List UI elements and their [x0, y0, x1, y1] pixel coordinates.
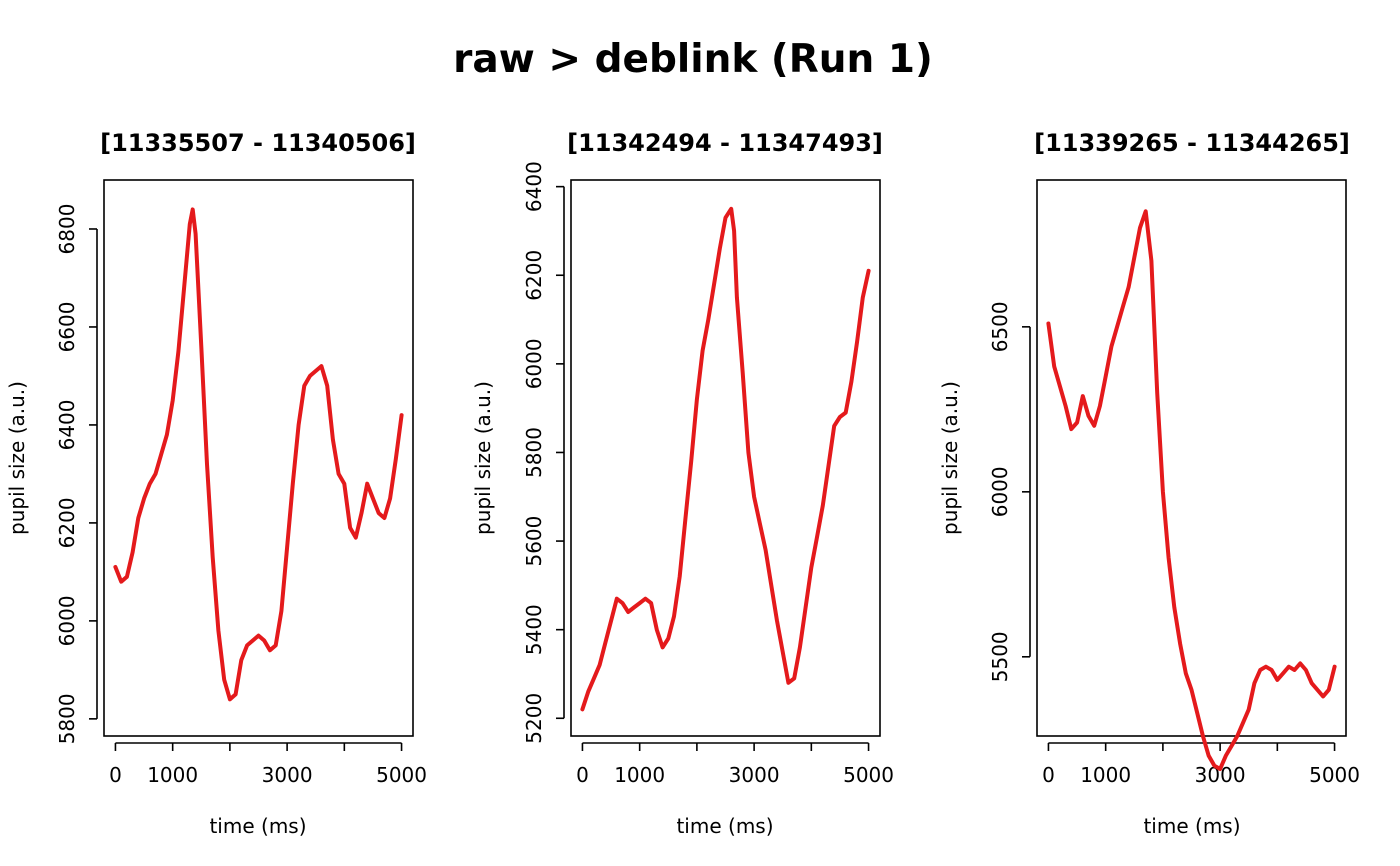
- y-tick-label: 5800: [55, 693, 79, 744]
- panel-1-ticks: 0 1000 3000 5000 5800 6000 6200 6400 6600 6800: [55, 204, 427, 787]
- panel-3-title: [11339265 - 11344265]: [1034, 129, 1350, 157]
- panel-2-plot-box: [570, 179, 881, 737]
- panel-2-y-axis-label: pupil size (a.u.): [471, 381, 495, 535]
- panel-2-ticks: 0 1000 3000 5000 5200 5400 5600 5800 6000 6200 640…: [522, 161, 894, 787]
- panel-3-x-axis-label: time (ms): [1143, 814, 1240, 838]
- x-tick-label: 1000: [147, 763, 198, 787]
- panel-2-title: [11342494 - 11347493]: [567, 129, 883, 157]
- y-tick-label: 5500: [988, 631, 1012, 682]
- panel-3-plot-box: [1036, 179, 1347, 737]
- panel-1-y-axis-label: pupil size (a.u.): [5, 381, 29, 535]
- panel-1-series-line: [113, 207, 404, 702]
- panel-3-series-line: [1046, 209, 1337, 771]
- x-tick-label: 5000: [843, 763, 894, 787]
- y-tick-label: 6000: [988, 466, 1012, 517]
- y-tick-label: 5800: [522, 427, 546, 478]
- x-tick-label: 1000: [614, 763, 665, 787]
- y-tick-label: 5400: [522, 604, 546, 655]
- x-tick-label: 0: [576, 763, 589, 787]
- panel-2-x-axis-label: time (ms): [676, 814, 773, 838]
- x-tick-label: 5000: [1309, 763, 1360, 787]
- x-tick-label: 0: [1042, 763, 1055, 787]
- figure-title: raw > deblink (Run 1): [453, 37, 933, 82]
- y-tick-label: 6400: [55, 399, 79, 450]
- y-tick-label: 6000: [55, 595, 79, 646]
- y-tick-label: 6500: [988, 301, 1012, 352]
- x-tick-label: 5000: [376, 763, 427, 787]
- y-tick-label: 6000: [522, 338, 546, 389]
- panel-1-title: [11335507 - 11340506]: [100, 129, 416, 157]
- x-tick-label: 1000: [1080, 763, 1131, 787]
- panel-1-x-axis-label: time (ms): [209, 814, 306, 838]
- y-tick-label: 6200: [55, 497, 79, 548]
- panel-2: [11342494 - 11347493] time (ms) pupil si…: [471, 129, 894, 838]
- y-tick-label: 6800: [55, 204, 79, 255]
- x-tick-label: 3000: [729, 763, 780, 787]
- x-tick-label: 0: [109, 763, 122, 787]
- panel-3: [11339265 - 11344265] time (ms) pupil si…: [938, 129, 1360, 838]
- panel-2-series-line: [580, 206, 871, 712]
- y-tick-label: 6200: [522, 250, 546, 301]
- panel-1-plot-box: [103, 179, 414, 737]
- x-tick-label: 3000: [262, 763, 313, 787]
- y-tick-label: 6400: [522, 161, 546, 212]
- panel-1: [11335507 - 11340506] time (ms) pupil si…: [5, 129, 427, 838]
- panel-3-y-axis-label: pupil size (a.u.): [938, 381, 962, 535]
- y-tick-label: 5600: [522, 516, 546, 567]
- y-tick-label: 5200: [522, 693, 546, 744]
- y-tick-label: 6600: [55, 302, 79, 353]
